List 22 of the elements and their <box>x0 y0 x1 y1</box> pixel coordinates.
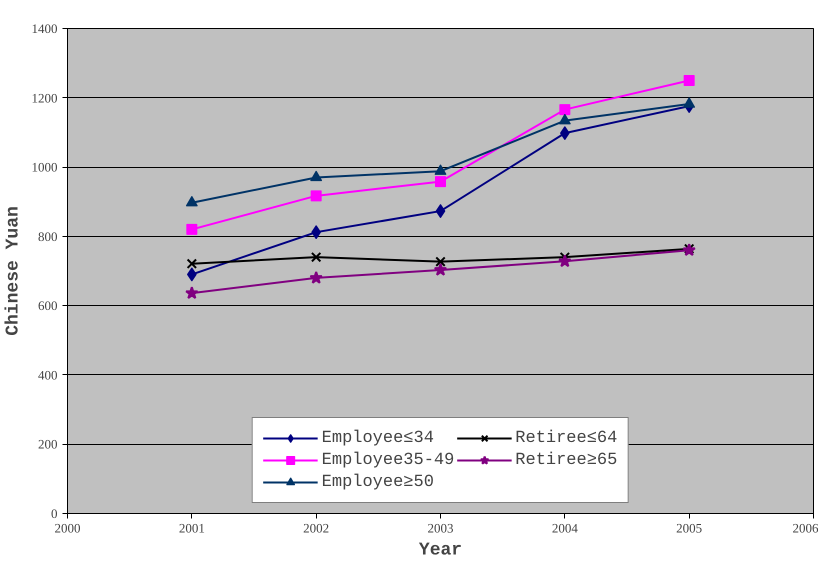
x-tick-label: 2003 <box>428 520 454 536</box>
y-tick-label: 0 <box>51 506 58 521</box>
legend-label: Retiree≤64 <box>515 428 618 448</box>
x-tick-label: 2004 <box>552 520 578 536</box>
x-tick-label: 2001 <box>178 520 205 536</box>
legend-label: Employee≤34 <box>322 428 434 448</box>
y-tick-label: 600 <box>38 298 58 314</box>
y-tick-label: 1000 <box>32 160 58 175</box>
legend-label: Employee≥50 <box>322 472 434 492</box>
y-tick-label: 400 <box>38 367 58 382</box>
x-axis-title: Year <box>418 540 462 560</box>
legend-label: Retiree≥65 <box>515 450 618 470</box>
legend-label: Employee35-49 <box>322 450 454 470</box>
y-tick-label: 800 <box>38 228 58 244</box>
x-tick-label: 2000 <box>54 520 80 536</box>
x-tick-label: 2002 <box>303 520 330 536</box>
x-tick-label: 2006 <box>792 520 818 536</box>
y-axis-title: Chinese Yuan <box>4 206 24 336</box>
y-tick-label: 1400 <box>32 21 58 36</box>
y-tick-label: 200 <box>38 436 58 452</box>
x-tick-label: 2005 <box>676 520 702 536</box>
y-tick-label: 1200 <box>32 90 58 106</box>
